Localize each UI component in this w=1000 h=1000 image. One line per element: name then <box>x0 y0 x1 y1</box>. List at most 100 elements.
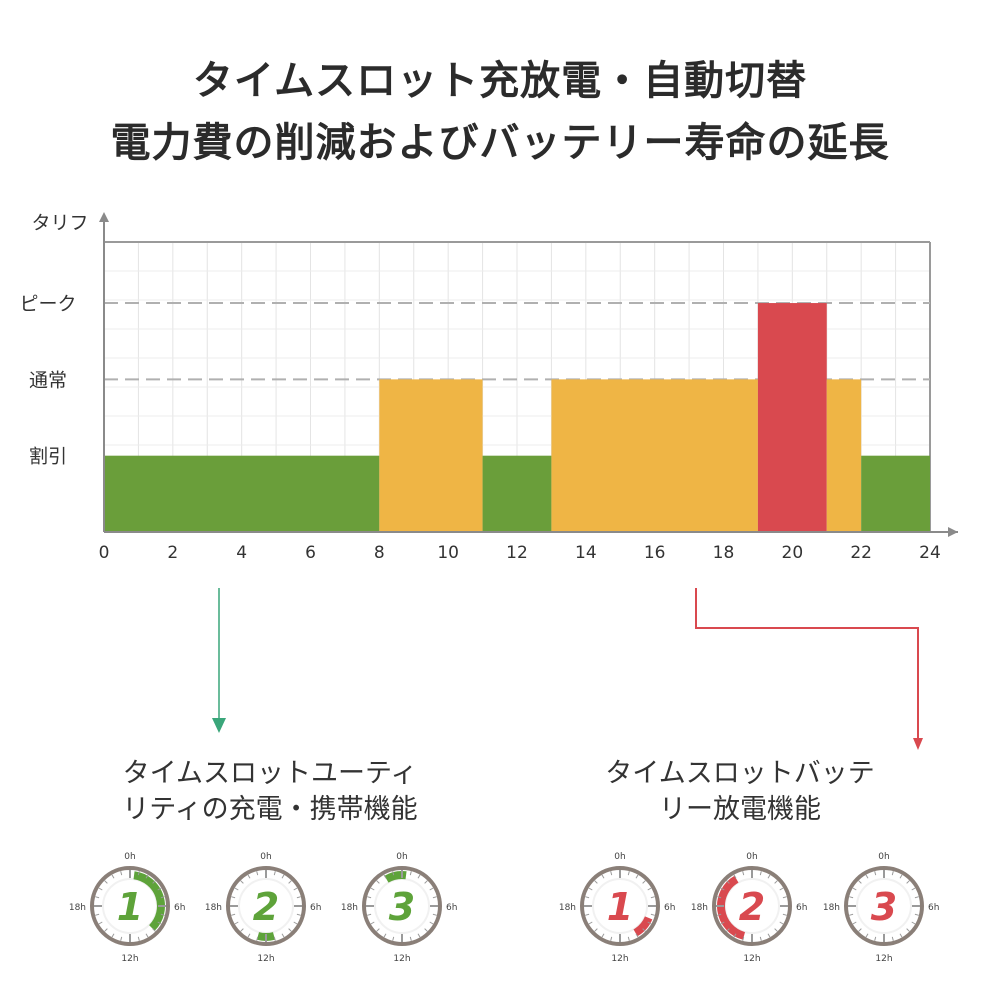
timer-tick <box>432 913 437 916</box>
timer-tick <box>733 874 737 879</box>
timer-tick <box>157 887 162 891</box>
timer-hour-label: 18h <box>559 903 576 913</box>
timer-number: 1 <box>117 885 143 929</box>
charge-caption-line-2: リティの充電・携帯機能 <box>122 794 418 825</box>
timer-inner-ring <box>374 878 430 934</box>
timer-tick <box>234 887 239 891</box>
timer-number: 3 <box>871 885 897 929</box>
timer-tick <box>120 936 123 941</box>
timer-active-arc <box>133 871 165 931</box>
charge-caption-line-1: タイムスロットユーティ <box>122 758 418 789</box>
timer-tick <box>647 921 652 925</box>
timer-tick <box>429 921 434 925</box>
timer-tick <box>742 936 745 941</box>
timer-tick <box>293 887 298 891</box>
timer-hour-label: 6h <box>664 903 675 913</box>
charge-caption: タイムスロットユーティ リティの充電・携帯機能 <box>70 756 470 828</box>
timer-tick <box>152 928 156 932</box>
timer-number: 1 <box>607 885 633 929</box>
timer-tick <box>370 921 375 925</box>
x-tick-label: 12 <box>506 543 528 563</box>
y-level-label: 通常 <box>29 369 67 391</box>
timer-tick <box>585 913 590 916</box>
timer-tick <box>240 928 244 932</box>
timer-tick <box>779 921 784 925</box>
timer-number: 3 <box>389 885 415 929</box>
timer-tick <box>899 874 903 879</box>
timer-inner-ring <box>592 878 648 934</box>
timer-tick <box>120 871 123 876</box>
tariff-bar <box>379 379 483 532</box>
timer-hour-label: 12h <box>121 954 138 964</box>
timer-tick <box>392 936 395 941</box>
timer-tick <box>742 871 745 876</box>
timer-tick <box>594 928 598 932</box>
x-tick-label: 10 <box>437 543 459 563</box>
timer-tick <box>296 896 301 899</box>
timer-tick <box>247 933 251 938</box>
timer-tick <box>417 933 421 938</box>
timer-number: 2 <box>739 885 765 929</box>
y-level-label: 割引 <box>29 446 67 468</box>
timer-tick <box>424 880 428 884</box>
timer-tick <box>383 874 387 879</box>
timer-tick <box>914 913 919 916</box>
tariff-bar <box>482 455 552 532</box>
timer-tick <box>911 887 916 891</box>
timer-tick <box>367 896 372 899</box>
timer-tick <box>383 933 387 938</box>
timer-hour-label: 18h <box>69 903 86 913</box>
timer-tick <box>98 921 103 925</box>
timer-tick <box>650 896 655 899</box>
timer-number: 2 <box>253 885 279 929</box>
timer-tick <box>635 874 639 879</box>
timer-tick <box>409 871 412 876</box>
timer-tick <box>231 913 236 916</box>
timer-tick <box>717 896 722 899</box>
timer-tick <box>767 933 771 938</box>
timer-hour-label: 0h <box>878 852 889 862</box>
charge-timer: 2 0h 6h 12h 18h <box>205 852 322 964</box>
timer-tick <box>774 928 778 932</box>
timer-tick <box>610 871 613 876</box>
timer-tick <box>601 933 605 938</box>
timer-tick <box>726 928 730 932</box>
discharge-timer: 1 0h 6h 12h 18h <box>559 852 676 964</box>
charge-connector-arrow <box>212 718 226 733</box>
timer-tick <box>424 928 428 932</box>
discharge-timer: 2 0h 6h 12h 18h <box>691 852 808 964</box>
timer-hour-label: 0h <box>614 852 625 862</box>
tariff-bar <box>757 303 827 532</box>
timer-tick <box>774 880 778 884</box>
timer-tick <box>273 871 276 876</box>
timer-tick <box>899 933 903 938</box>
timer-inner-ring <box>724 878 780 934</box>
discharge-caption-line-2: リー放電機能 <box>659 794 821 825</box>
timer-tick <box>588 921 593 925</box>
x-tick-label: 6 <box>305 543 316 563</box>
timer-tick <box>111 933 115 938</box>
timer-hour-label: 6h <box>928 903 939 913</box>
timer-tick <box>720 921 725 925</box>
timer-hour-label: 12h <box>393 954 410 964</box>
timer-tick <box>849 913 854 916</box>
timer-tick <box>145 874 149 879</box>
timer-tick <box>601 874 605 879</box>
timer-tick <box>95 913 100 916</box>
charge-timer: 3 0h 6h 12h 18h <box>341 852 458 964</box>
timer-hour-label: 6h <box>446 903 457 913</box>
timer-tick <box>137 936 140 941</box>
timer-hour-label: 18h <box>341 903 358 913</box>
timer-tick <box>585 896 590 899</box>
timer-hour-label: 12h <box>875 954 892 964</box>
timer-tick <box>429 887 434 891</box>
timer-tick <box>152 880 156 884</box>
tariff-bar <box>861 455 930 532</box>
timer-tick <box>288 928 292 932</box>
timer-hour-label: 6h <box>174 903 185 913</box>
timer-tick <box>891 936 894 941</box>
timer-tick <box>782 896 787 899</box>
tariff-bar <box>551 379 758 532</box>
timer-tick <box>865 874 869 879</box>
